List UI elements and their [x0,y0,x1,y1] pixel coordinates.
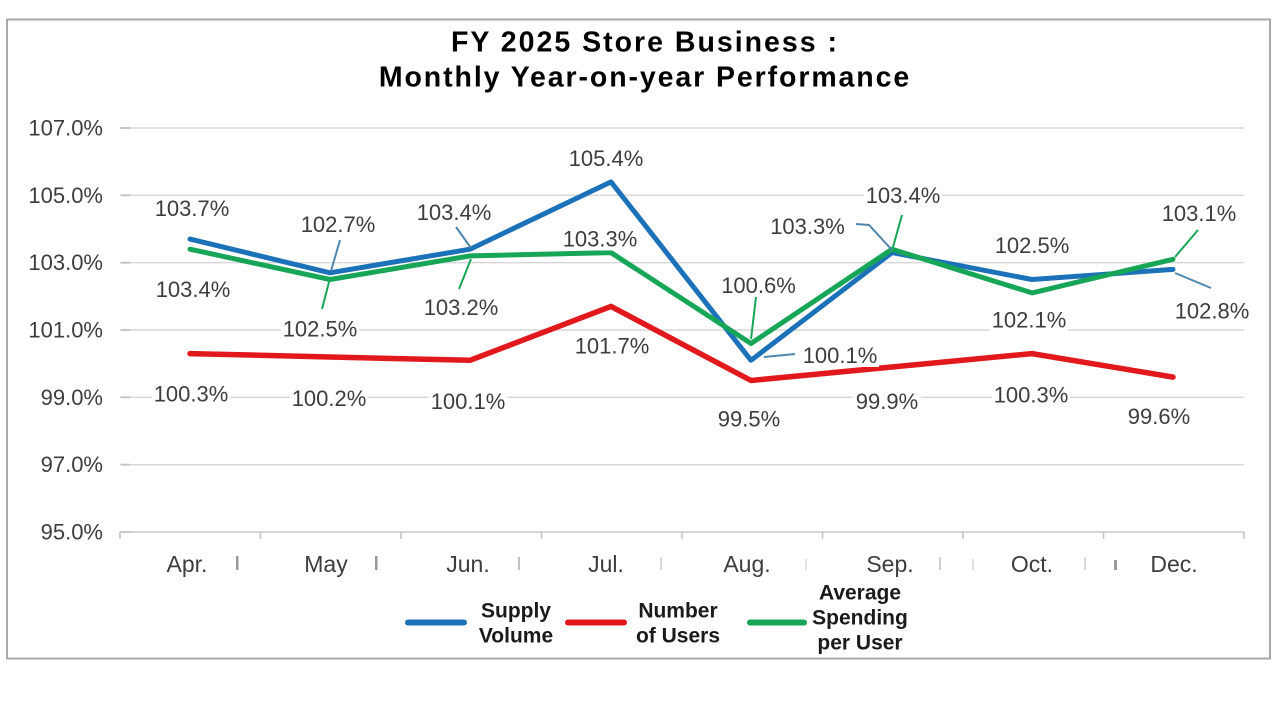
svg-text:Apr.: Apr. [167,551,208,577]
svg-text:103.4%: 103.4% [866,183,941,208]
svg-text:99.0%: 99.0% [41,385,103,410]
svg-text:103.1%: 103.1% [1162,201,1237,226]
svg-text:Dec.: Dec. [1150,551,1197,577]
svg-text:103.0%: 103.0% [28,250,103,275]
svg-text:per User: per User [817,632,902,655]
svg-text:102.5%: 102.5% [283,317,358,342]
svg-text:103.3%: 103.3% [770,214,845,239]
svg-text:102.1%: 102.1% [992,308,1067,333]
svg-text:100.1%: 100.1% [431,389,506,414]
svg-text:103.4%: 103.4% [156,277,231,302]
svg-text:Monthly Year-on-year Performan: Monthly Year-on-year Performance [379,62,911,94]
svg-text:103.2%: 103.2% [424,295,499,320]
svg-text:100.6%: 100.6% [721,273,796,298]
svg-text:100.3%: 100.3% [154,382,229,407]
svg-text:105.4%: 105.4% [569,146,644,171]
svg-text:Oct.: Oct. [1011,551,1053,577]
svg-text:99.6%: 99.6% [1128,404,1190,429]
svg-text:of Users: of Users [636,625,720,648]
svg-text:Supply: Supply [481,600,551,623]
svg-text:100.2%: 100.2% [292,386,367,411]
svg-text:101.7%: 101.7% [575,334,650,359]
svg-text:Jul.: Jul. [588,551,624,577]
svg-text:Volume: Volume [479,625,553,648]
svg-text:103.7%: 103.7% [155,196,230,221]
svg-text:107.0%: 107.0% [28,116,103,141]
svg-text:100.1%: 100.1% [803,343,878,368]
svg-text:FY 2025 Store Business :: FY 2025 Store Business : [451,27,839,59]
svg-text:103.3%: 103.3% [563,227,638,252]
svg-text:97.0%: 97.0% [41,452,103,477]
svg-text:95.0%: 95.0% [41,520,103,545]
svg-text:101.0%: 101.0% [28,318,103,343]
svg-text:Sep.: Sep. [866,551,913,577]
svg-text:Spending: Spending [812,607,908,630]
svg-text:May: May [304,551,348,577]
svg-text:102.5%: 102.5% [995,233,1070,258]
svg-text:105.0%: 105.0% [28,183,103,208]
svg-text:102.8%: 102.8% [1175,299,1250,324]
svg-text:99.5%: 99.5% [718,407,780,432]
svg-text:Jun.: Jun. [446,551,489,577]
svg-text:100.3%: 100.3% [994,383,1069,408]
svg-text:Aug.: Aug. [723,551,770,577]
svg-text:102.7%: 102.7% [301,212,376,237]
svg-text:103.4%: 103.4% [417,200,492,225]
svg-text:99.9%: 99.9% [856,389,918,414]
svg-text:Average: Average [819,582,901,605]
svg-text:Number: Number [638,600,717,623]
